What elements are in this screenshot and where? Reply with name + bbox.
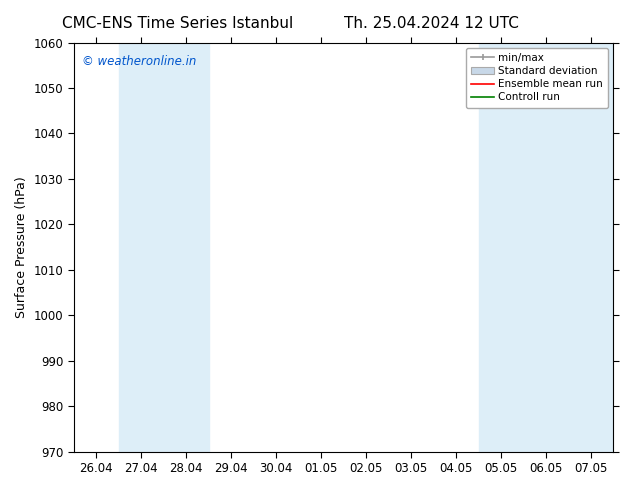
Text: Th. 25.04.2024 12 UTC: Th. 25.04.2024 12 UTC bbox=[344, 16, 519, 31]
Bar bbox=[164, 43, 209, 452]
Y-axis label: Surface Pressure (hPa): Surface Pressure (hPa) bbox=[15, 176, 28, 318]
Legend: min/max, Standard deviation, Ensemble mean run, Controll run: min/max, Standard deviation, Ensemble me… bbox=[466, 48, 608, 108]
Text: © weatheronline.in: © weatheronline.in bbox=[82, 55, 196, 68]
Bar bbox=[569, 43, 614, 452]
Bar bbox=[524, 43, 569, 452]
Bar bbox=[119, 43, 164, 452]
Text: CMC-ENS Time Series Istanbul: CMC-ENS Time Series Istanbul bbox=[62, 16, 293, 31]
Bar bbox=[479, 43, 524, 452]
